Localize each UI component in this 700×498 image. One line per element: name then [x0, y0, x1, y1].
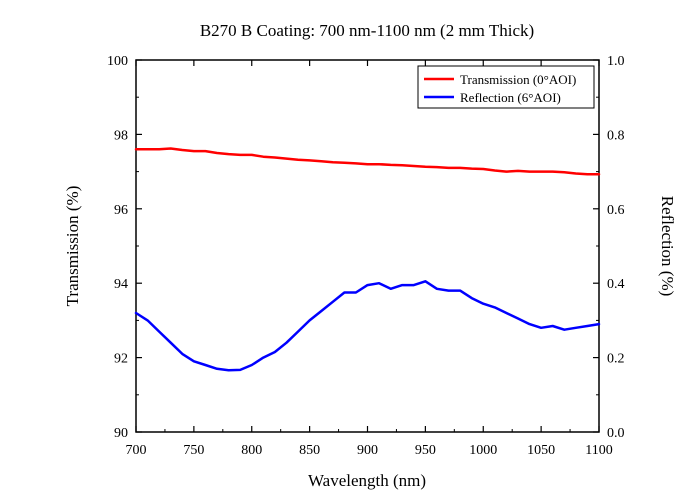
y-left-tick-label: 94 [114, 277, 128, 292]
x-axis-label: Wavelength (nm) [308, 471, 426, 490]
plot-area [135, 59, 600, 433]
y-right-tick-label: 0.0 [607, 426, 625, 441]
y-right-tick-label: 0.6 [607, 203, 625, 218]
y-axis-label-right: Reflection (%) [658, 196, 677, 297]
x-tick-label: 950 [415, 443, 436, 458]
x-tick-label: 850 [299, 443, 320, 458]
x-tick-label: 1000 [469, 443, 497, 458]
x-tick-label: 1100 [585, 443, 612, 458]
y-right-tick-label: 1.0 [607, 54, 625, 69]
y-left-tick-label: 96 [114, 203, 128, 218]
chart-title: B270 B Coating: 700 nm-1100 nm (2 mm Thi… [200, 21, 534, 40]
y-right-tick-label: 0.2 [607, 352, 625, 367]
axes: 700 750 800 850 900 950 1000 1050 1100 90 92 94 96 98… [107, 54, 625, 458]
y-left-tick-label: 90 [114, 426, 128, 441]
legend: Transmission (0°AOI) Reflection (6°AOI) [417, 65, 595, 109]
y-left-tick-label: 92 [114, 352, 128, 367]
series-layer [134, 147, 601, 372]
series-line-reflection [134, 280, 601, 372]
y-left-tick-label: 100 [107, 54, 128, 69]
x-tick-label: 750 [183, 443, 204, 458]
legend-label: Transmission (0°AOI) [460, 72, 576, 87]
x-tick-label: 800 [241, 443, 262, 458]
legend-label: Reflection (6°AOI) [460, 90, 561, 105]
y-right-tick-label: 0.8 [607, 128, 625, 143]
y-right-tick-label: 0.4 [607, 277, 625, 292]
legend-box [417, 65, 595, 109]
x-tick-label: 700 [126, 443, 147, 458]
y-axis-label-left: Transmission (%) [63, 186, 82, 307]
y-left-tick-label: 98 [114, 128, 128, 143]
x-tick-label: 1050 [527, 443, 555, 458]
x-tick-label: 900 [357, 443, 378, 458]
series-line-transmission [134, 147, 601, 176]
